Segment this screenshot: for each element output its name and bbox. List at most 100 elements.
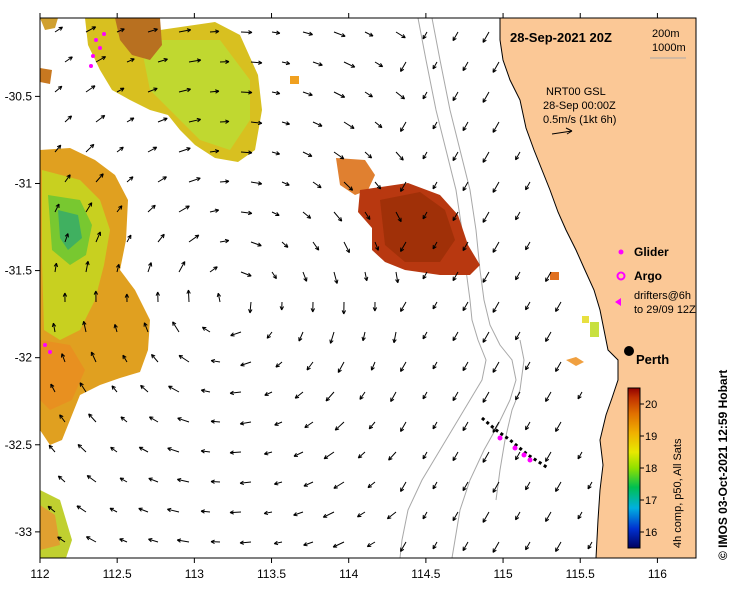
credit-text: © IMOS 03-Oct-2021 12:59 Hobart xyxy=(716,370,730,560)
current-arrow xyxy=(116,146,124,153)
current-arrow xyxy=(395,31,406,39)
colorbar xyxy=(627,387,641,549)
current-arrow xyxy=(126,117,135,123)
current-arrow xyxy=(110,446,118,453)
isobath-label-200m: 200m xyxy=(652,28,680,40)
current-arrow xyxy=(432,301,438,310)
current-arrow xyxy=(374,121,383,129)
current-arrow xyxy=(482,151,490,163)
current-arrow xyxy=(109,507,118,513)
current-arrow xyxy=(186,289,191,303)
current-arrow xyxy=(57,475,66,483)
current-arrow xyxy=(482,31,490,43)
current-arrow xyxy=(462,61,469,72)
current-arrow xyxy=(138,507,149,513)
y-tick-label: -30.5 xyxy=(5,89,33,103)
current-arrow xyxy=(361,331,366,342)
current-arrow xyxy=(577,391,583,400)
current-arrow xyxy=(325,391,335,402)
current-arrow xyxy=(157,176,167,183)
current-arrow xyxy=(85,202,93,213)
colorbar-tick-label: 17 xyxy=(645,495,657,507)
perth-marker xyxy=(624,346,634,356)
current-arrow xyxy=(395,151,404,161)
current-arrow xyxy=(95,231,102,243)
current-arrow xyxy=(462,421,469,432)
current-arrow xyxy=(54,85,63,93)
colorbar-tick-label: 16 xyxy=(645,527,657,539)
current-arrow xyxy=(462,181,469,192)
current-arrow xyxy=(555,301,562,312)
current-arrow xyxy=(587,481,593,490)
current-arrow xyxy=(432,541,438,550)
current-arrow xyxy=(178,147,191,153)
current-arrow xyxy=(263,510,273,516)
drifter-legend-line2: to 29/09 12Z xyxy=(634,304,696,316)
current-arrow xyxy=(57,536,66,543)
current-arrow xyxy=(157,57,168,63)
current-arrow xyxy=(432,481,438,490)
current-arrow xyxy=(395,271,400,284)
current-arrow xyxy=(492,361,500,373)
current-arrow xyxy=(250,241,262,247)
current-arrow xyxy=(294,391,304,399)
current-arrow xyxy=(587,541,593,550)
x-tick-label: 112.5 xyxy=(103,567,132,581)
current-arrow xyxy=(452,151,459,162)
current-arrow xyxy=(452,211,459,222)
current-arrow xyxy=(178,205,190,213)
current-arrow xyxy=(119,477,128,483)
drifter-legend-line1: drifters@6h xyxy=(634,290,691,302)
current-arrow xyxy=(209,149,220,154)
current-arrow xyxy=(176,538,190,543)
current-arrow xyxy=(210,479,221,484)
current-arrow xyxy=(240,150,253,155)
current-arrow xyxy=(157,117,168,123)
plot-frame xyxy=(39,17,697,559)
current-arrow xyxy=(239,540,252,545)
current-arrow xyxy=(240,210,253,216)
current-arrow xyxy=(374,181,382,190)
current-arrow xyxy=(62,292,68,303)
current-arrow xyxy=(188,58,202,63)
current-arrow xyxy=(172,321,180,333)
current-arrow xyxy=(482,451,490,463)
current-arrow xyxy=(432,361,438,370)
isobath-1000m xyxy=(431,18,517,558)
current-arrow xyxy=(188,234,200,243)
current-arrow xyxy=(306,361,314,371)
current-arrow xyxy=(209,208,220,213)
current-arrow xyxy=(59,414,66,423)
current-arrow xyxy=(138,446,149,453)
current-arrow xyxy=(334,421,345,431)
argo-legend-label: Argo xyxy=(634,269,662,283)
current-scale-arrow xyxy=(551,127,573,135)
current-arrow xyxy=(85,26,97,33)
x-tick-label: 116 xyxy=(648,567,667,581)
current-arrow xyxy=(432,181,438,190)
current-arrow xyxy=(366,541,376,548)
current-arrow xyxy=(143,322,149,333)
land-area xyxy=(500,18,696,558)
current-arrow xyxy=(482,271,490,283)
current-arrow xyxy=(492,481,500,493)
current-arrow xyxy=(422,31,428,40)
current-arrow xyxy=(209,89,220,94)
current-arrow xyxy=(400,61,407,72)
current-arrow xyxy=(422,451,428,460)
current-arrow xyxy=(359,391,366,400)
current-arrow xyxy=(79,382,87,393)
current-arrow xyxy=(281,121,291,126)
current-arrow xyxy=(250,181,263,186)
glider-legend-icon xyxy=(618,249,624,255)
current-arrow xyxy=(95,173,104,183)
current-arrow xyxy=(126,58,135,63)
current-arrow xyxy=(400,481,407,492)
current-arrow xyxy=(216,292,222,303)
current-arrow xyxy=(492,301,500,313)
y-tick-label: -31 xyxy=(15,176,33,190)
current-arrow xyxy=(298,331,304,342)
current-arrow xyxy=(367,481,376,489)
current-arrow xyxy=(85,536,97,543)
